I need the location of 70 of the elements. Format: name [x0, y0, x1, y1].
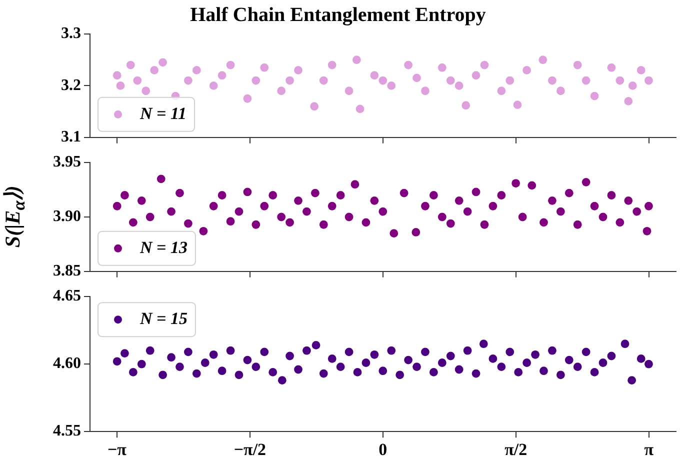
point — [387, 82, 396, 90]
point — [286, 76, 294, 85]
point — [277, 86, 286, 96]
point — [548, 76, 556, 85]
point — [328, 60, 336, 70]
point — [252, 76, 260, 85]
point — [218, 71, 226, 80]
point — [226, 60, 235, 70]
point — [243, 94, 252, 103]
point — [506, 76, 514, 85]
point — [624, 97, 633, 106]
y-tick-label: 3.1 — [61, 128, 81, 146]
y-tick-label: 3.3 — [61, 25, 81, 42]
point — [616, 76, 624, 85]
point — [404, 60, 412, 70]
y-tick-label: 3.85 — [53, 262, 81, 280]
point — [628, 82, 637, 90]
point — [556, 86, 565, 96]
point — [636, 66, 646, 74]
point — [472, 71, 480, 80]
point — [150, 66, 159, 74]
x-tick-label: −π/2 — [234, 440, 266, 460]
point — [421, 86, 430, 96]
point — [590, 92, 599, 100]
x-tick-label: 0 — [378, 440, 388, 460]
point — [582, 76, 590, 85]
chart-title: Half Chain Entanglement Entropy — [190, 4, 486, 26]
point — [310, 102, 319, 111]
point — [260, 63, 269, 72]
point — [462, 101, 470, 110]
point — [497, 86, 506, 96]
y-tick-label: 3.2 — [61, 76, 81, 94]
point — [133, 76, 142, 85]
point — [480, 60, 489, 70]
legend-label: N = 11 — [139, 104, 187, 123]
point — [607, 63, 616, 72]
point — [644, 76, 653, 85]
point — [158, 58, 167, 67]
point — [192, 66, 201, 74]
x-tick-label: π — [644, 440, 654, 460]
point — [370, 71, 379, 80]
point — [116, 82, 125, 90]
y-tick-label: 4.65 — [53, 288, 81, 305]
point — [522, 66, 532, 74]
point — [209, 82, 218, 90]
point — [378, 76, 388, 85]
y-tick-label: 3.95 — [53, 154, 81, 171]
point — [356, 104, 364, 114]
point — [573, 60, 582, 70]
point — [438, 63, 446, 72]
y-tick-label: 3.90 — [53, 208, 81, 226]
legend-label: N = 13 — [139, 238, 188, 257]
point — [412, 74, 421, 82]
y-tick-label: 4.60 — [53, 355, 81, 372]
point — [446, 76, 455, 85]
x-tick-label: π/2 — [504, 440, 528, 460]
point — [344, 86, 354, 96]
point — [454, 82, 464, 90]
point — [352, 56, 361, 64]
point — [126, 60, 135, 70]
point — [184, 76, 192, 85]
point — [513, 100, 522, 110]
point — [319, 76, 328, 85]
point — [112, 71, 122, 80]
legend-label: N = 15 — [139, 308, 188, 328]
x-tick-label: −π — [107, 440, 128, 460]
point — [142, 86, 150, 96]
y-tick-label: 4.55 — [53, 422, 81, 440]
point — [538, 56, 548, 64]
point — [294, 66, 302, 74]
